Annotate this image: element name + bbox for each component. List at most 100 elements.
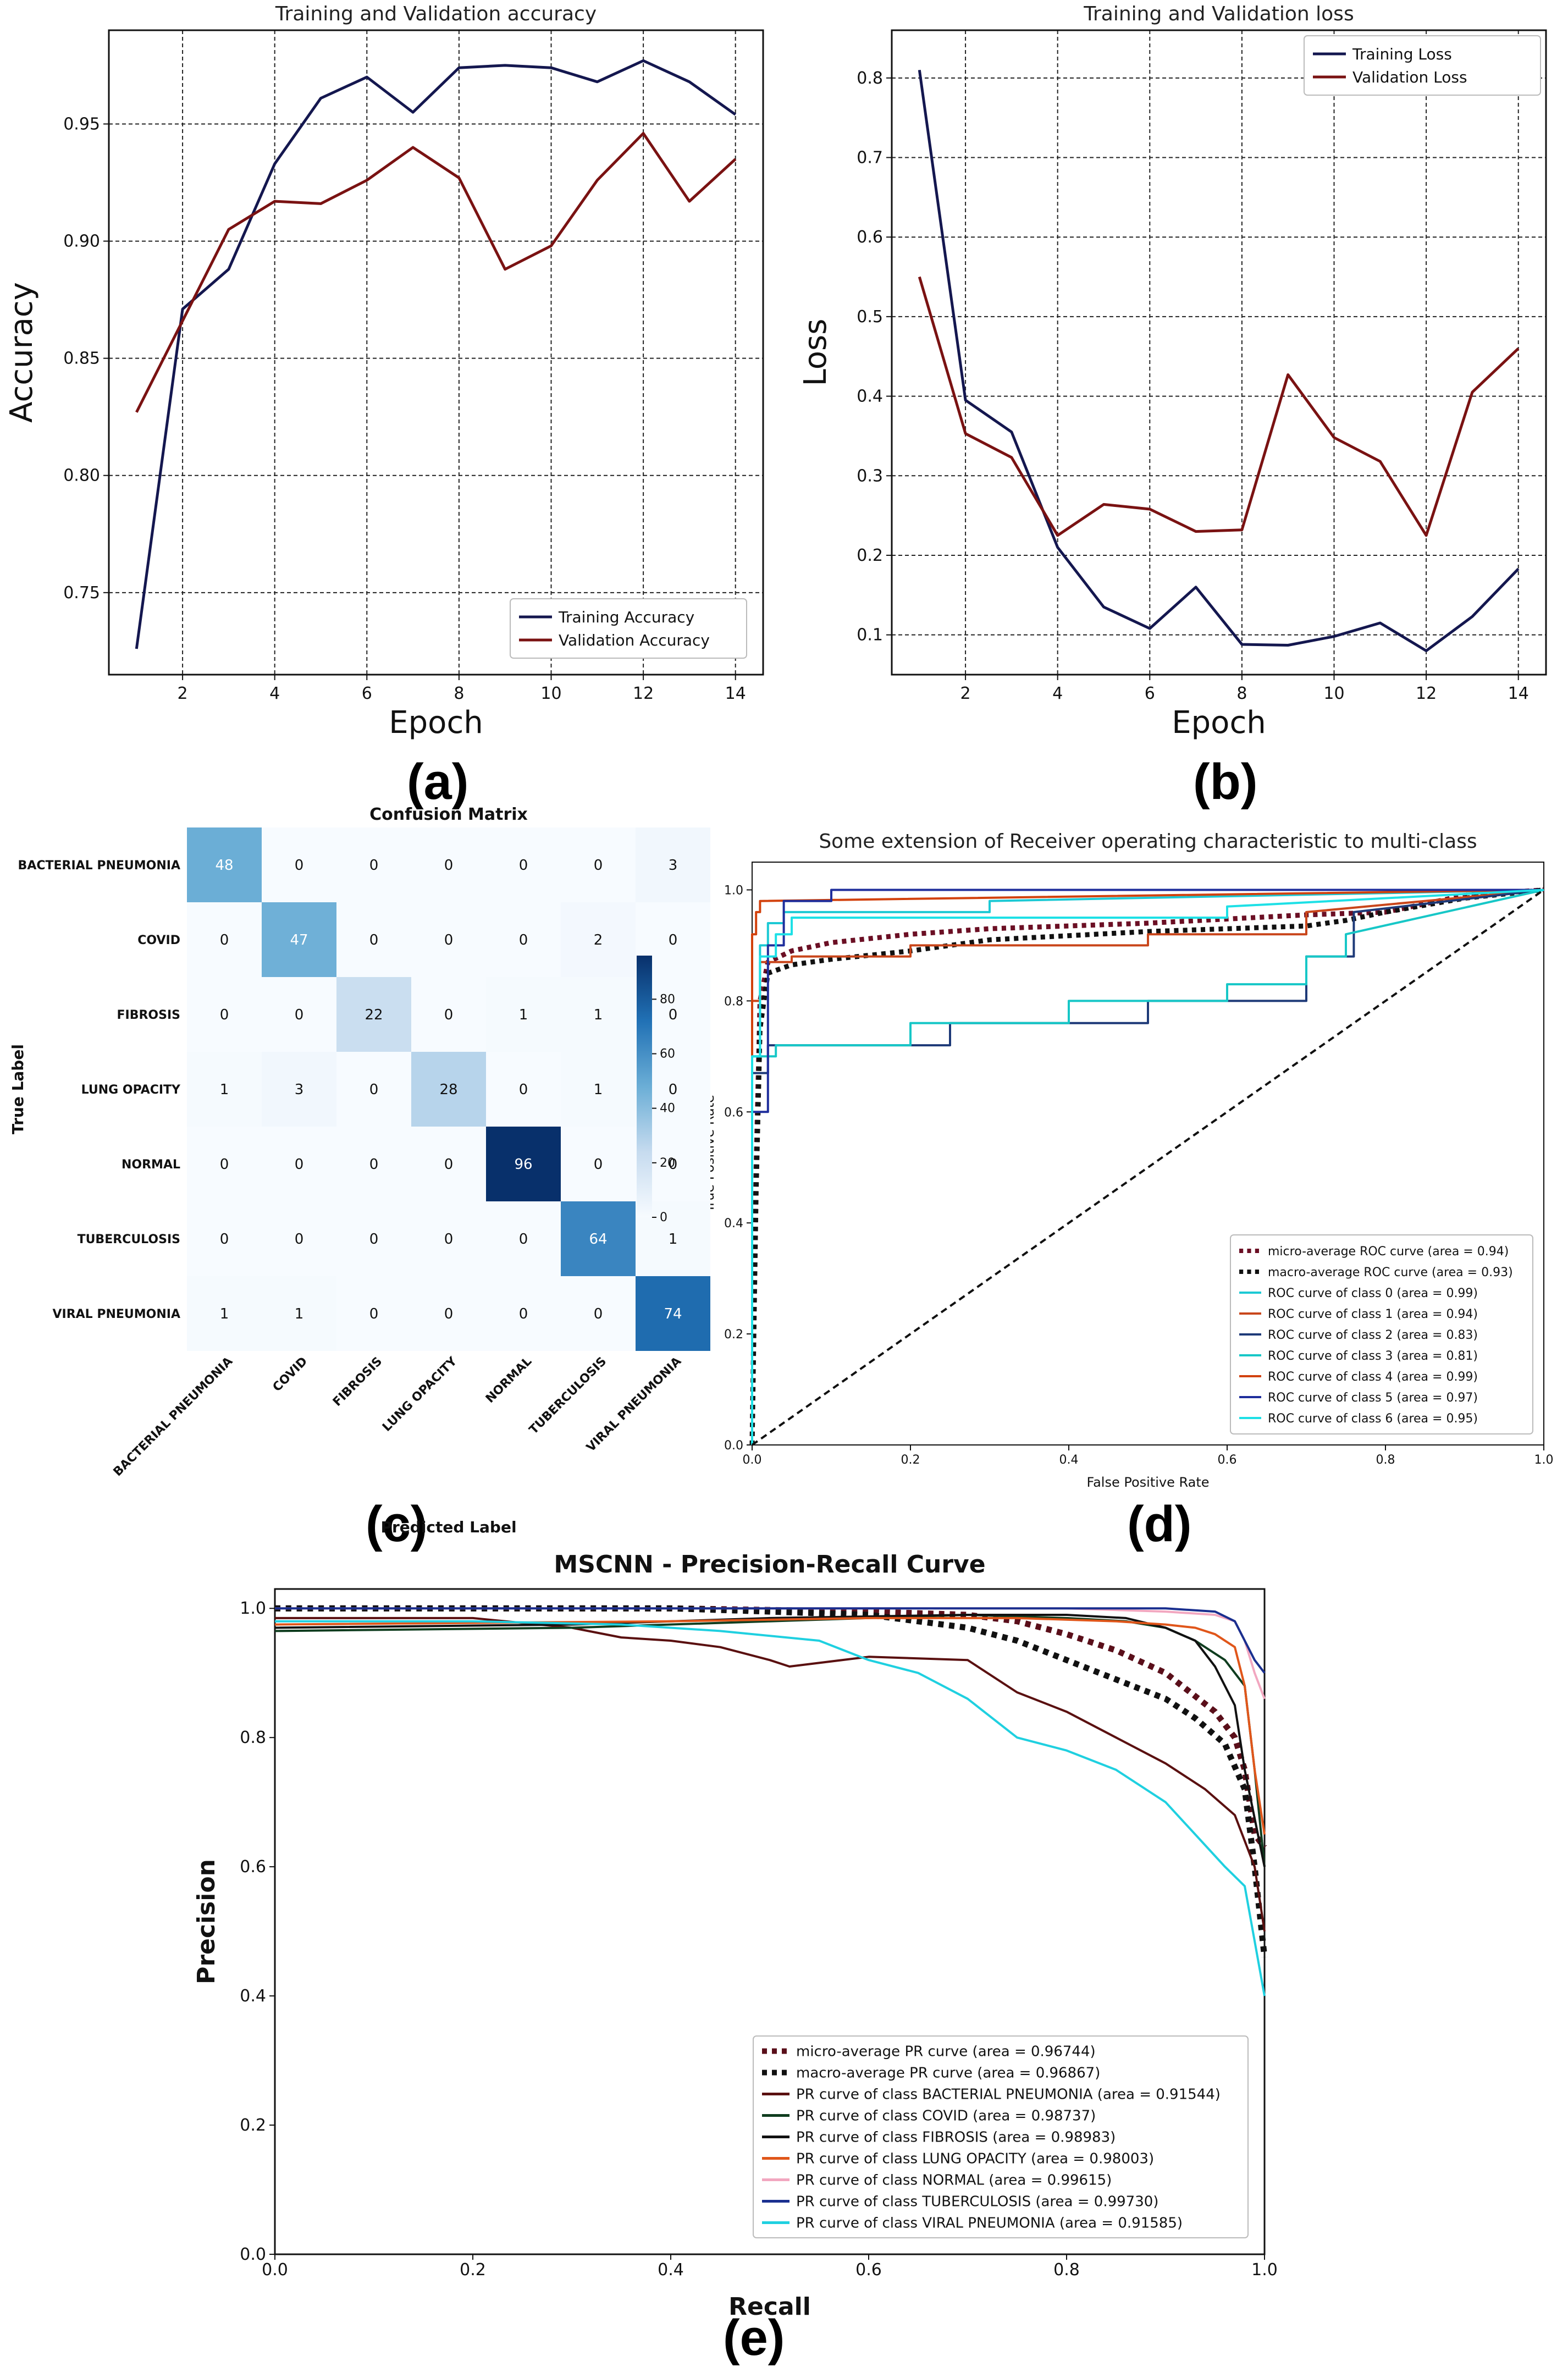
- heatmap-value: 0: [295, 1156, 304, 1173]
- heatmap-cell: [636, 1276, 710, 1351]
- heatmap-cell: [411, 1127, 486, 1201]
- heatmap-value: 1: [519, 1007, 528, 1023]
- heatmap-cell: [336, 1201, 411, 1276]
- heatmap-value: 0: [669, 1007, 678, 1023]
- x-tick-label: 0.0: [262, 2260, 288, 2280]
- heatmap-value: 0: [594, 1156, 603, 1173]
- heatmap-value: 3: [669, 857, 678, 874]
- heatmap-value: 64: [589, 1231, 607, 1248]
- heatmap-cell: [561, 977, 636, 1052]
- series-line-8: [275, 1620, 1266, 1996]
- column-label: LUNG OPACITY: [380, 1354, 460, 1434]
- heatmap-value: 3: [295, 1082, 304, 1098]
- legend-label: Validation Loss: [1352, 68, 1467, 86]
- row-label: FIBROSIS: [117, 1008, 181, 1022]
- series-line-0: [749, 887, 1544, 1445]
- heatmap-cell: [561, 1201, 636, 1276]
- heatmap-value: 0: [295, 1007, 304, 1023]
- heatmap-value: 1: [220, 1082, 229, 1098]
- y-tick-label: 0.6: [240, 1857, 266, 1877]
- heatmap-cell: [486, 827, 561, 902]
- x-tick-label: 0.4: [658, 2260, 684, 2280]
- series-line-3: [274, 1614, 1266, 1867]
- legend-label: Training Loss: [1352, 45, 1452, 63]
- chart-b: Training and Validation loss 2 4 6 8 10 12 14 0.…: [798, 3, 1547, 741]
- x-tick-label: 12: [1416, 684, 1437, 703]
- plot-frame: [108, 29, 764, 676]
- heatmap-value: 0: [220, 932, 229, 948]
- heatmap-cell: [411, 902, 486, 977]
- series-line-0: [275, 1605, 1267, 1850]
- x-tick-label: 14: [725, 684, 746, 703]
- legend-label: PR curve of class COVID (area = 0.98737): [796, 2108, 1096, 2125]
- y-tick-label: 0.75: [63, 583, 100, 603]
- y-tick-label: 0.85: [63, 349, 100, 368]
- chart-title: Training and Validation accuracy: [275, 3, 597, 25]
- chart-title: Confusion Matrix: [369, 805, 528, 824]
- x-axis-label: Epoch: [389, 705, 483, 741]
- heatmap-cell: [187, 827, 262, 902]
- heatmap-value: 28: [439, 1082, 457, 1098]
- row-label: BACTERIAL PNEUMONIA: [18, 859, 180, 873]
- x-axis-label: False Positive Rate: [1086, 1475, 1209, 1490]
- heatmap-value: 22: [365, 1007, 383, 1023]
- heatmap-value: 0: [369, 932, 379, 948]
- heatmap-value: 0: [519, 1231, 528, 1248]
- heatmap-cell: [262, 977, 336, 1052]
- series-line-1: [918, 276, 1520, 537]
- heatmap-cell: [187, 1052, 262, 1127]
- heatmap-cell: [561, 1276, 636, 1351]
- colorbar-label: 0: [660, 1211, 667, 1224]
- row-label: VIRAL PNEUMONIA: [52, 1307, 180, 1321]
- heatmap-cell: [262, 827, 336, 902]
- series-line-1: [135, 132, 737, 413]
- heatmap-cell: [336, 1276, 411, 1351]
- chart-a: Training and Validation accuracy 2 4 6 8 10 12…: [4, 3, 764, 741]
- colorbar-label: 40: [660, 1102, 675, 1116]
- y-axis-label: True Label: [9, 1044, 27, 1134]
- row-label: LUNG OPACITY: [81, 1083, 181, 1097]
- x-tick-label: 4: [1052, 684, 1063, 703]
- heatmap-value: 96: [514, 1156, 532, 1173]
- colorbar-label: 80: [660, 992, 675, 1006]
- series-line-5: [751, 889, 1544, 1445]
- heatmap-value: 0: [669, 932, 678, 948]
- heatmap-value: 0: [369, 1156, 379, 1173]
- y-tick-label: 0.95: [63, 114, 100, 134]
- series-line-5: [274, 1616, 1266, 1835]
- heatmap-cell: [262, 1052, 336, 1127]
- y-tick-label: 0.90: [63, 232, 100, 251]
- panel-label-a: (a): [407, 754, 469, 810]
- x-tick-label: 6: [362, 684, 372, 703]
- heatmap-cell: [411, 1201, 486, 1276]
- heatmap-value: 48: [215, 857, 233, 874]
- heatmap-cell: [262, 1276, 336, 1351]
- chart-title: MSCNN - Precision-Recall Curve: [554, 1551, 985, 1579]
- heatmap-cell: [561, 1127, 636, 1201]
- heatmap-value: 0: [220, 1156, 229, 1173]
- y-tick-label: 0.0: [724, 1439, 743, 1453]
- legend-box: [1304, 35, 1541, 96]
- legend-box: [753, 2035, 1249, 2238]
- heatmap-cell: [636, 827, 710, 902]
- heatmap-cell: [187, 902, 262, 977]
- heatmap-value: 1: [220, 1306, 229, 1322]
- chart-d: Some extension of Receiver operating cha…: [702, 830, 1554, 1490]
- heatmap-cell: [336, 1127, 411, 1201]
- heatmap-value: 74: [664, 1306, 682, 1322]
- legend-label: ROC curve of class 5 (area = 0.97): [1268, 1391, 1478, 1405]
- legend-label: ROC curve of class 0 (area = 0.99): [1268, 1287, 1478, 1300]
- x-tick-label: 4: [269, 684, 280, 703]
- heatmap-cell: [187, 977, 262, 1052]
- y-tick-label: 0.80: [63, 466, 100, 485]
- heatmap-value: 0: [369, 857, 379, 874]
- x-axis-label: Predicted Label: [380, 1518, 516, 1536]
- row-label: TUBERCULOSIS: [78, 1233, 180, 1246]
- heatmap-value: 0: [519, 1082, 528, 1098]
- heatmap-value: 0: [444, 1231, 454, 1248]
- x-tick-label: 0.0: [743, 1453, 762, 1467]
- series-line-1: [749, 887, 1544, 1445]
- heatmap-value: 0: [669, 1156, 678, 1173]
- heatmap-value: 1: [594, 1082, 603, 1098]
- legend-box: [1230, 1234, 1533, 1434]
